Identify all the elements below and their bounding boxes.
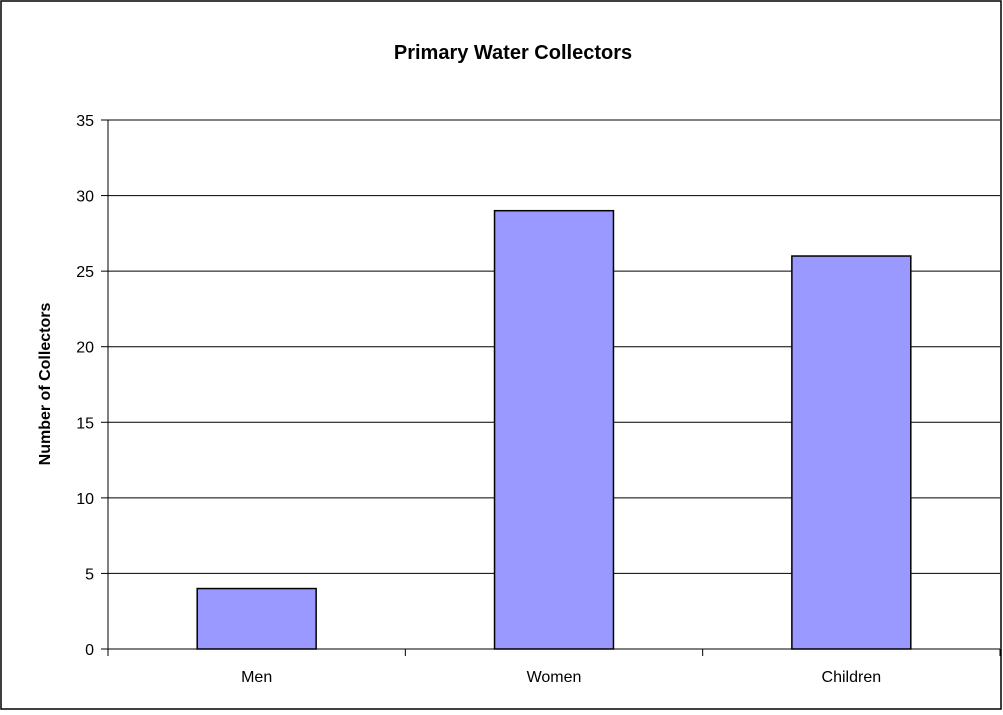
x-tick-marks <box>107 649 1001 656</box>
y-tick-labels: 0 5 10 15 20 25 30 35 <box>76 113 94 659</box>
y-tick-label: 20 <box>76 340 94 357</box>
chart-title: Primary Water Collectors <box>394 42 632 64</box>
x-tick-label: Men <box>241 669 272 686</box>
bars <box>196 209 912 650</box>
y-tick-label: 30 <box>76 189 94 206</box>
bar-children <box>791 255 912 650</box>
y-tick-label: 15 <box>76 415 94 432</box>
y-tick-label: 0 <box>85 642 94 659</box>
y-tick-label: 10 <box>76 491 94 508</box>
y-tick-marks <box>101 119 108 650</box>
bar-women <box>493 209 615 650</box>
bar-men <box>196 587 317 650</box>
x-tick-label: Women <box>527 669 582 686</box>
x-tick-label: Children <box>822 669 882 686</box>
y-tick-label: 5 <box>85 566 94 583</box>
y-axis-title: Number of Collectors <box>37 303 54 466</box>
x-tick-labels: Men Women Children <box>241 669 881 686</box>
y-tick-label: 35 <box>76 113 94 130</box>
y-tick-label: 25 <box>76 264 94 281</box>
